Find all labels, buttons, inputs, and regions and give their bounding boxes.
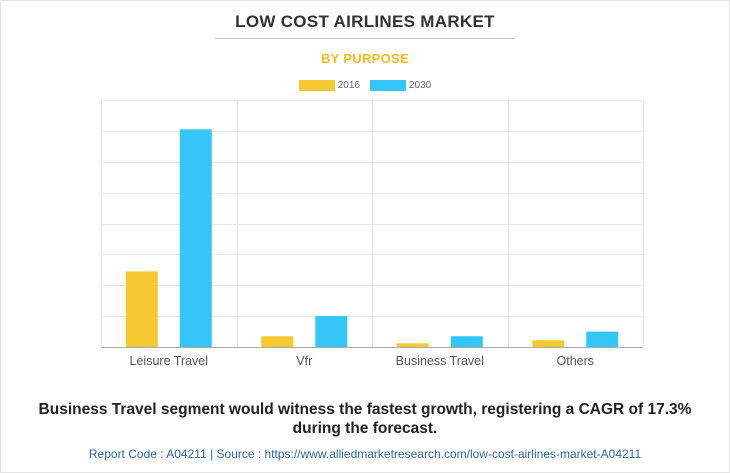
- conclusion-text: Business Travel segment would witness th…: [20, 400, 710, 438]
- source-line[interactable]: Report Code : A04211 | Source : https://…: [0, 447, 730, 461]
- x-tick-label: Vfr: [296, 354, 312, 368]
- bar-2016-vfr: [261, 336, 293, 347]
- bar-2016-others: [532, 340, 564, 347]
- bar-2016-business-travel: [397, 343, 429, 347]
- x-tick-label: Leisure Travel: [130, 354, 209, 368]
- x-tick-label: Others: [557, 354, 595, 368]
- bar-2030-others: [586, 332, 618, 347]
- x-tick-label: Business Travel: [396, 354, 484, 368]
- bar-2030-vfr: [315, 316, 347, 347]
- bar-2030-business-travel: [451, 336, 483, 347]
- bar-2016-leisure-travel: [126, 271, 158, 347]
- bar-chart: Leisure Travel Vfr Business Travel Others: [0, 0, 730, 400]
- bar-2030-leisure-travel: [180, 129, 212, 347]
